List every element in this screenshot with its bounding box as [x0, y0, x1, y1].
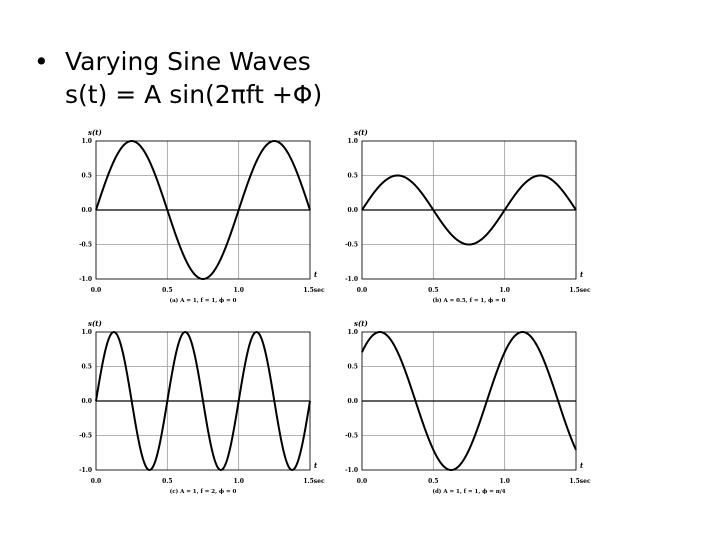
x-tick-label: 1.5sec — [569, 478, 591, 485]
y-axis-label: s(t) — [88, 319, 102, 328]
x-tick-label: 1.0 — [499, 478, 509, 485]
x-tick-label: 1.5sec — [303, 478, 325, 485]
plot-caption: (b) A = 0.5, f = 1, ϕ = 0 — [433, 297, 506, 304]
sine-series-line — [95, 139, 311, 281]
y-tick-label: 0.0 — [348, 398, 358, 405]
y-tick-label: 0.0 — [82, 398, 92, 405]
x-tick-label: 0.0 — [357, 287, 367, 294]
x-tick-label: 0.0 — [91, 287, 101, 294]
x-tick-label: 1.0 — [233, 287, 243, 294]
y-tick-label: -1.0 — [345, 467, 358, 474]
y-tick-label: 0.0 — [82, 207, 92, 214]
x-tick-label: 0.5 — [162, 478, 172, 485]
y-axis-label: s(t) — [88, 128, 102, 137]
plot-caption: (c) A = 1, f = 2, ϕ = 0 — [170, 488, 237, 495]
y-tick-label: -0.5 — [79, 433, 92, 440]
slide-title: Varying Sine Waves — [65, 47, 311, 76]
x-tick-label: 1.5sec — [303, 287, 325, 294]
x-tick-label: 0.5 — [428, 478, 438, 485]
y-tick-label: -0.5 — [345, 433, 358, 440]
y-tick-label: 1.0 — [82, 138, 92, 145]
y-tick-label: -1.0 — [79, 467, 92, 474]
y-tick-label: -1.0 — [345, 276, 358, 283]
y-tick-label: 0.5 — [348, 173, 358, 180]
x-axis-label: t — [314, 461, 318, 470]
slide-formula: s(t) = A sin(2πft +Φ) — [65, 80, 323, 109]
y-tick-label: 0.5 — [82, 364, 92, 371]
y-tick-label: 0.0 — [348, 207, 358, 214]
y-tick-label: 1.0 — [348, 329, 358, 336]
plot-caption: (d) A = 1, f = 1, ϕ = π/4 — [432, 488, 505, 495]
sine-series-line — [361, 330, 577, 472]
sine-series-line — [361, 174, 577, 246]
y-axis-label: s(t) — [354, 128, 368, 137]
y-tick-label: 1.0 — [82, 329, 92, 336]
x-tick-label: 1.0 — [499, 287, 509, 294]
x-tick-label: 1.0 — [233, 478, 243, 485]
plot-caption: (a) A = 1, f = 1, ϕ = 0 — [170, 297, 237, 304]
y-axis-label: s(t) — [354, 319, 368, 328]
y-tick-label: 0.5 — [82, 173, 92, 180]
x-axis-label: t — [314, 270, 318, 279]
x-tick-label: 0.0 — [91, 478, 101, 485]
x-axis-label: t — [580, 461, 584, 470]
y-tick-label: -1.0 — [79, 276, 92, 283]
x-tick-label: 0.0 — [357, 478, 367, 485]
x-axis-label: t — [580, 270, 584, 279]
plot-frame — [361, 331, 577, 471]
y-tick-label: -0.5 — [79, 242, 92, 249]
x-tick-label: 0.5 — [428, 287, 438, 294]
bullet-mark: • — [34, 47, 49, 76]
y-tick-label: -0.5 — [345, 242, 358, 249]
x-tick-label: 0.5 — [162, 287, 172, 294]
y-tick-label: 0.5 — [348, 364, 358, 371]
y-tick-label: 1.0 — [348, 138, 358, 145]
x-tick-label: 1.5sec — [569, 287, 591, 294]
sine-series-line — [95, 330, 311, 472]
